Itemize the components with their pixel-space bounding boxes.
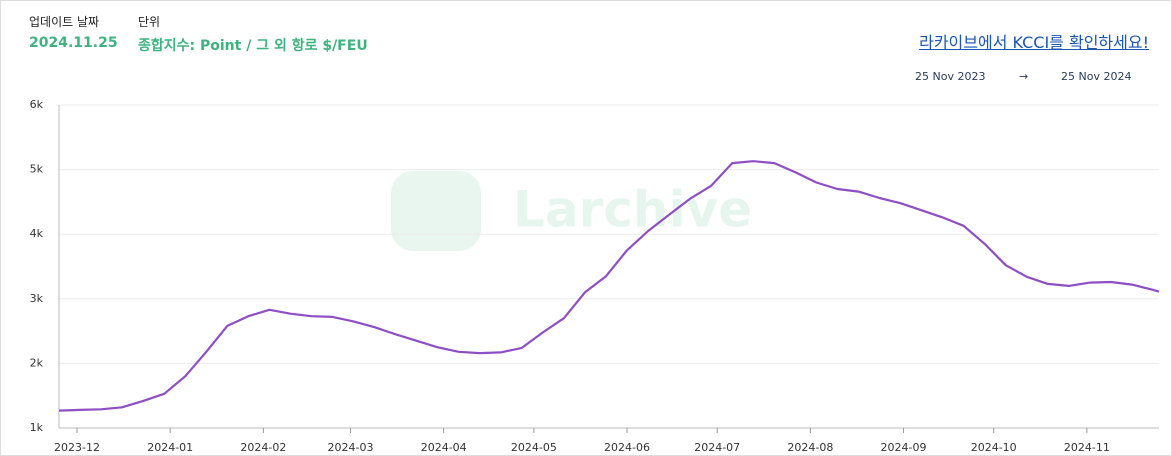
unit-label: 단위 [138,15,161,29]
x-tick-label: 2024-04 [421,441,467,454]
update-label: 업데이트 날짜 [29,15,100,29]
watermark: Larchive [391,171,752,251]
x-tick-label: 2024-09 [881,441,927,454]
y-tick-label: 2k [30,356,44,369]
x-tick-label: 2024-02 [240,441,286,454]
x-tick-label: 2024-11 [1064,441,1110,454]
update-date: 2024.11.25 [29,35,118,51]
y-tick-label: 5k [30,163,44,176]
y-tick-label: 3k [30,292,44,305]
watermark-text: Larchive [513,181,752,239]
x-tick-label: 2024-03 [328,441,374,454]
watermark-logo [391,171,481,251]
x-tick-label: 2024-06 [604,441,650,454]
x-tick-label: 2024-10 [971,441,1017,454]
unit-value: 종합지수: Point / 그 외 항로 $/FEU [138,38,368,54]
x-tick-label: 2024-01 [147,441,193,454]
y-tick-label: 1k [30,421,44,434]
x-tick-label: 2024-07 [694,441,740,454]
line [58,160,1160,412]
x-tick-label: 2024-08 [787,441,833,454]
y-tick-label: 4k [30,227,44,240]
y-tick-label: 6k [30,98,44,111]
x-tick-label: 2024-05 [511,441,557,454]
link[interactable]: 라카이브에서 KCCI를 확인하세요! [919,33,1149,52]
range-start: 25 Nov 2023 [915,70,986,83]
range-end: 25 Nov 2024 [1061,70,1132,83]
range-arrow: → [1019,70,1029,83]
x-tick-label: 2023-12 [54,441,100,454]
